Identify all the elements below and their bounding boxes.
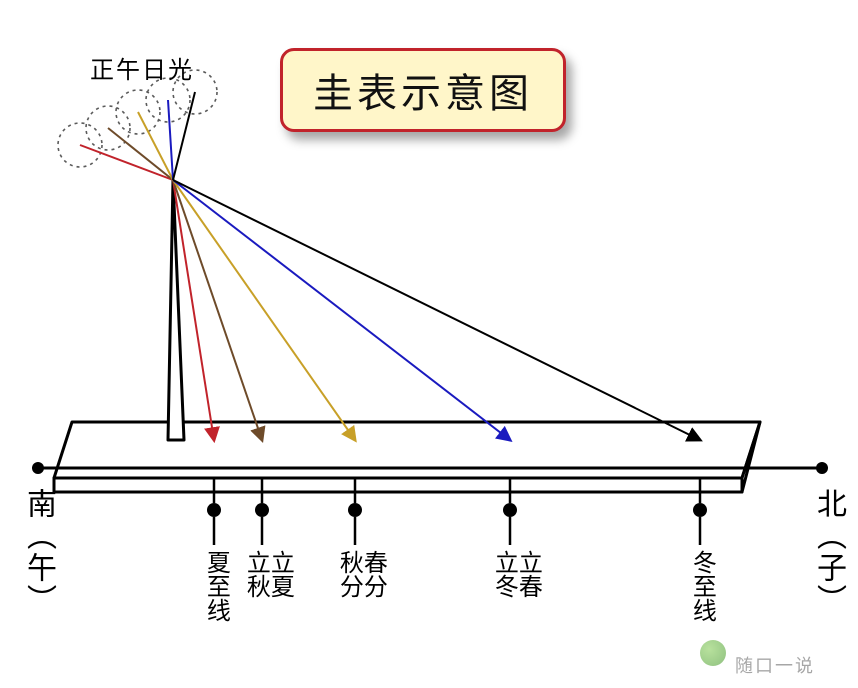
watermark-icon [700, 640, 726, 666]
solar-term-label: 立秋 [242, 550, 268, 598]
solar-term-label: 立冬 [490, 550, 516, 598]
solar-term-label: 夏至线 [202, 550, 228, 622]
title-box: 圭表示意图 [280, 48, 566, 132]
solar-term-label: 冬至线 [688, 550, 714, 622]
sun-label: 正午日光 [90, 58, 194, 84]
solar-term-label: 立夏 [266, 550, 292, 598]
direction-north: 北（子） [812, 488, 845, 616]
solar-term-label: 春分 [359, 550, 385, 598]
solar-term-label: 立春 [514, 550, 540, 598]
solar-term-label: 秋分 [335, 550, 361, 598]
diagram-canvas: 圭表示意图 正午日光 南（午） 北（子） 夏至线立秋立夏秋分春分立冬立春冬至线 … [0, 0, 858, 688]
watermark-text: 随口一说 [735, 652, 815, 678]
direction-south: 南（午） [22, 488, 55, 616]
